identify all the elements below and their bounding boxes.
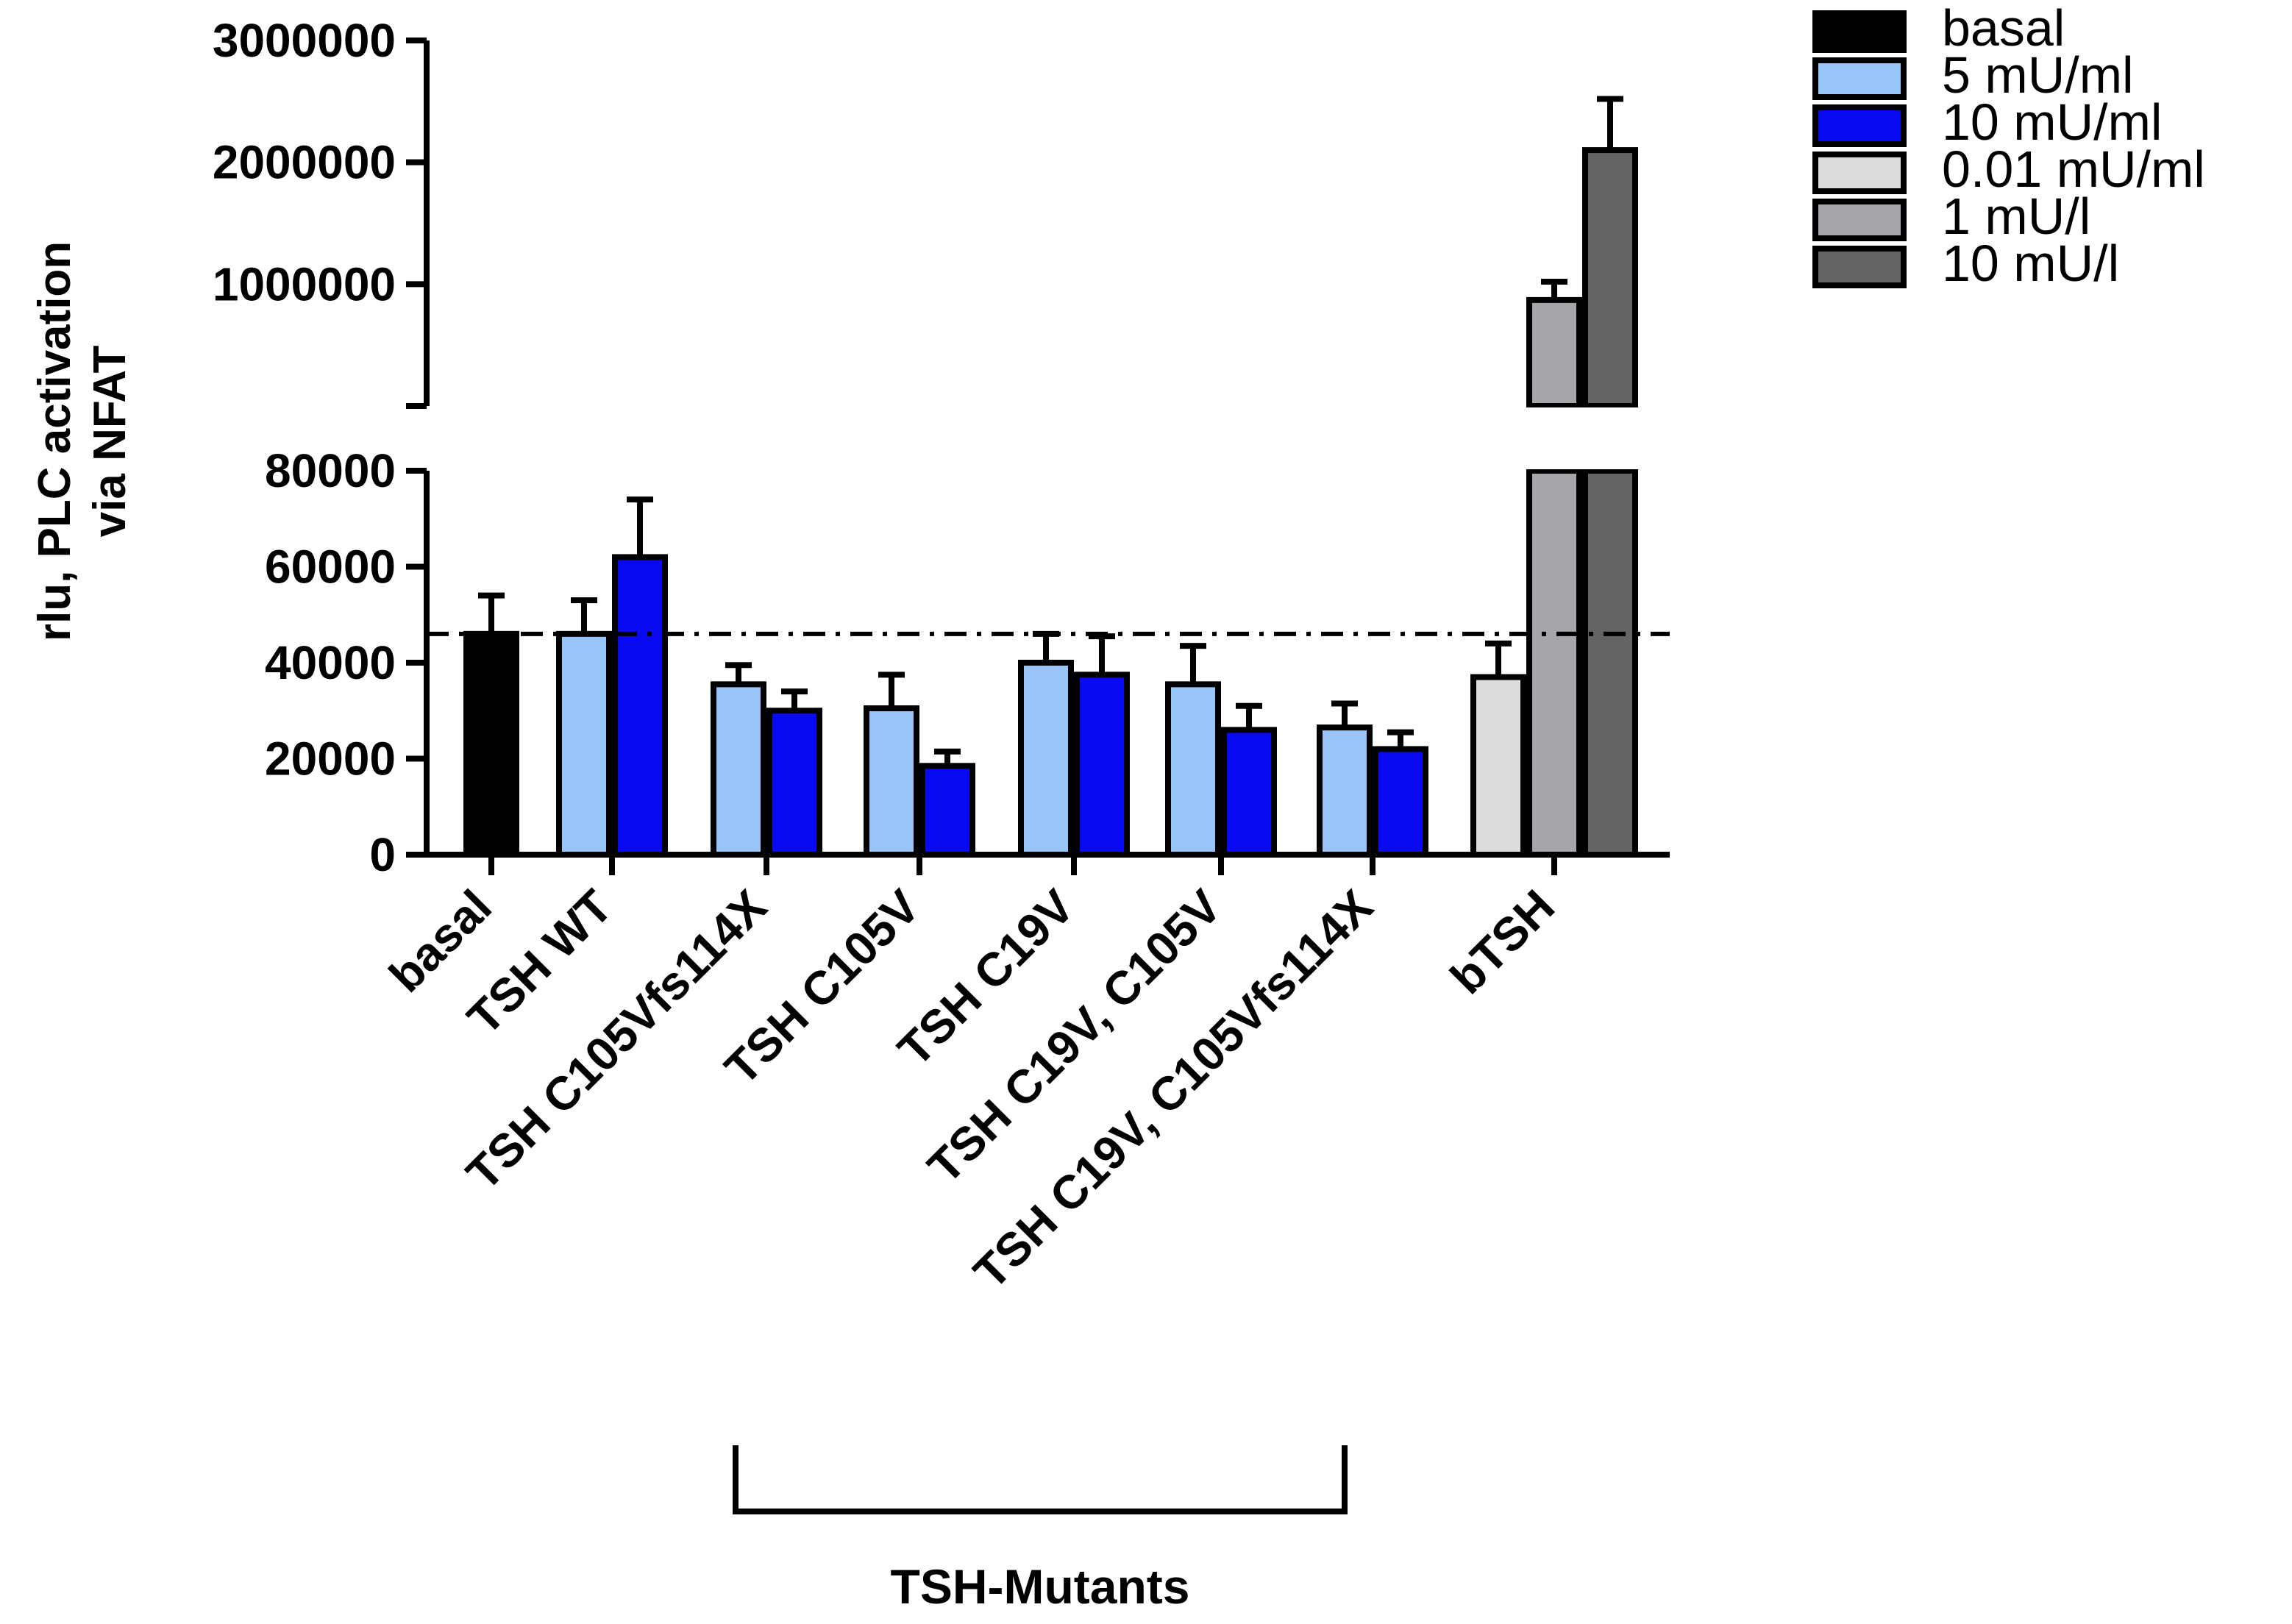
bar-10-mu-ml <box>766 708 822 858</box>
bar-5-mu-ml <box>711 681 766 858</box>
y-tick-label: 1000000 <box>213 257 396 310</box>
bar-1-mu-l-upper <box>1526 296 1582 409</box>
legend-label: 1 mU/l <box>1942 188 2090 245</box>
bar-10-mu-ml <box>1074 672 1130 858</box>
bar-5-mu-ml <box>1018 660 1074 858</box>
legend-swatch <box>1812 246 1907 288</box>
bar-5-mu-ml <box>1317 724 1373 858</box>
bar-10-mu-l-upper <box>1582 147 1638 409</box>
y-tick-label: 0 <box>369 828 396 881</box>
axis-break-gap <box>434 407 1677 469</box>
legend-swatch <box>1812 10 1907 53</box>
bar-10-mu-ml <box>1221 727 1277 858</box>
legend-swatch <box>1812 104 1907 147</box>
bar-5-mu-ml <box>1165 681 1221 858</box>
y-axis-title-line-2: via NFAT <box>85 346 135 538</box>
legend-label: 0.01 mU/ml <box>1942 140 2205 198</box>
legend-swatch <box>1812 152 1907 194</box>
y-axis-title-line-1: rlu, PLC activation <box>29 241 80 641</box>
y-tick-label: 80000 <box>265 444 396 497</box>
y-tick-label: 40000 <box>265 636 396 689</box>
legend-label: 10 mU/ml <box>1942 93 2162 151</box>
legend-label: 5 mU/ml <box>1942 46 2134 104</box>
bar-0-01-mu-ml <box>1470 674 1526 858</box>
bar-5-mu-ml <box>556 630 612 858</box>
mutants-bracket <box>733 1445 1348 1514</box>
bar-10-mu-l-lower <box>1582 468 1638 858</box>
y-tick-label: 3000000 <box>213 14 396 67</box>
legend-label: 10 mU/l <box>1942 235 2119 292</box>
bar-basal <box>463 630 519 858</box>
legend-label: basal <box>1942 0 2065 57</box>
y-tick-label: 20000 <box>265 733 396 786</box>
bar-10-mu-ml <box>919 763 975 858</box>
bar-5-mu-ml <box>864 705 919 858</box>
x-category-label: bTSH <box>1440 880 1565 1004</box>
legend-swatch <box>1812 199 1907 241</box>
y-tick-label: 60000 <box>265 541 396 594</box>
bar-1-mu-l-lower <box>1526 468 1582 858</box>
x-category-label: TSH C105Vfs114X <box>456 880 777 1200</box>
bar-10-mu-ml <box>1373 746 1428 858</box>
y-tick-label: 2000000 <box>213 136 396 189</box>
bar-10-mu-ml <box>612 554 668 858</box>
legend-swatch <box>1812 57 1907 100</box>
mutants-bracket-label: TSH-Mutants <box>891 1559 1190 1614</box>
